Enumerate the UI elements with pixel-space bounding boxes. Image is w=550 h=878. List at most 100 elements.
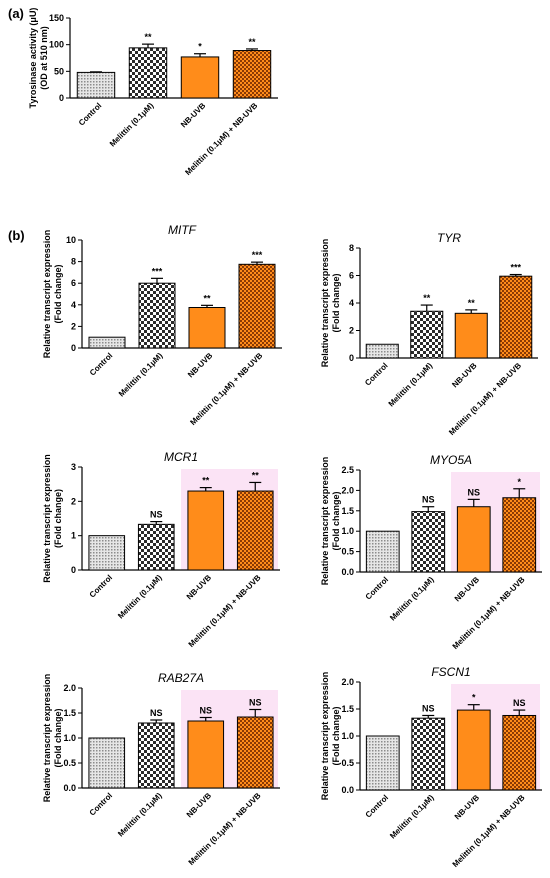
category-label: Melittin (0.1μM) + NB-UVB xyxy=(447,361,523,437)
category-label: Melittin (0.1μM) xyxy=(116,573,164,621)
y-tick-label: 6 xyxy=(349,271,354,281)
category-label: Melittin (0.1μM) xyxy=(388,793,436,841)
chart-title: TYR xyxy=(437,231,461,245)
bar-melittin-nbuvb xyxy=(502,497,537,573)
y-tick-label: 2.0 xyxy=(341,485,354,495)
y-tick-label: 0.0 xyxy=(63,783,76,793)
y-tick-label: 8 xyxy=(71,257,76,267)
bar-melittin xyxy=(411,511,446,573)
bar-melittin-nbuvb xyxy=(502,714,537,791)
y-axis-label: Relative transcript expression(Fold chan… xyxy=(42,674,63,803)
y-tick-label: 3 xyxy=(71,462,76,472)
category-label: NB-UVB xyxy=(185,573,214,602)
y-tick-label: 2.5 xyxy=(341,465,354,475)
category-label: NB-UVB xyxy=(186,351,215,380)
y-axis-label: Relative transcript expression(Fold chan… xyxy=(42,454,63,583)
category-label: Melittin (0.1μM) xyxy=(108,101,156,149)
y-tick-label: 1.5 xyxy=(341,506,354,516)
category-label: NB-UVB xyxy=(450,361,479,390)
category-label: Control xyxy=(77,101,103,127)
bar-melittin-nbuvb xyxy=(236,490,274,571)
chart-title: RAB27A xyxy=(158,671,204,685)
significance-label: NS xyxy=(150,708,163,718)
significance-label: ** xyxy=(203,293,211,303)
category-label: Control xyxy=(363,361,389,387)
y-tick-label: 100 xyxy=(49,40,64,50)
y-tick-label: 4 xyxy=(71,300,76,310)
bar-nbuvb xyxy=(188,307,226,349)
y-tick-label: 0.5 xyxy=(341,547,354,557)
significance-label: ** xyxy=(144,32,152,42)
y-tick-label: 1 xyxy=(71,531,76,541)
y-tick-label: 0.0 xyxy=(341,567,354,577)
y-tick-label: 1.5 xyxy=(63,708,76,718)
significance-label: ** xyxy=(468,298,476,308)
y-tick-label: 50 xyxy=(54,66,64,76)
bar-nbuvb xyxy=(456,709,491,791)
category-label: NB-UVB xyxy=(179,101,208,130)
significance-label: NS xyxy=(150,510,163,520)
y-tick-label: 2.0 xyxy=(63,683,76,693)
bar-melittin-nbuvb xyxy=(238,263,276,349)
y-axis-label: Relative transcript expression(Fold chan… xyxy=(320,457,341,586)
category-label: NB-UVB xyxy=(185,791,214,820)
y-tick-label: 0 xyxy=(59,93,64,103)
category-label: Melittin (0.1μM) xyxy=(388,575,436,623)
y-tick-label: 2 xyxy=(71,496,76,506)
category-label: Control xyxy=(364,793,390,819)
y-tick-label: 1.0 xyxy=(341,731,354,741)
significance-label: *** xyxy=(510,263,521,273)
bar-nbuvb xyxy=(456,506,491,573)
y-tick-label: 0 xyxy=(71,565,76,575)
category-label: Melittin (0.1μM) + NB-UVB xyxy=(451,793,527,869)
y-tick-label: 2 xyxy=(349,326,354,336)
category-label: Melittin (0.1μM) xyxy=(117,351,165,399)
category-label: Melittin (0.1μM) xyxy=(116,791,164,839)
bar-melittin xyxy=(128,47,168,99)
category-label: Control xyxy=(88,351,114,377)
y-tick-label: 0.5 xyxy=(341,758,354,768)
significance-label: NS xyxy=(467,487,480,497)
significance-label: *** xyxy=(152,266,163,276)
chart-title: MYO5A xyxy=(430,453,472,467)
chart-tyr: TYR 0 2 4 6 8 Relative transcript expression(F… xyxy=(320,231,538,437)
y-tick-label: 4 xyxy=(349,298,354,308)
bar-control xyxy=(365,735,400,791)
significance-label: ** xyxy=(423,293,431,303)
chart-title: MITF xyxy=(168,223,197,237)
bar-control xyxy=(88,336,126,349)
chart-title: MCR1 xyxy=(164,450,198,464)
category-label: NB-UVB xyxy=(453,793,482,822)
bar-melittin xyxy=(137,523,175,571)
y-tick-label: 0.5 xyxy=(63,758,76,768)
bar-control xyxy=(365,530,400,573)
significance-label: NS xyxy=(513,698,526,708)
y-tick-label: 1.5 xyxy=(341,704,354,714)
bar-melittin-nbuvb xyxy=(232,50,272,99)
bar-control xyxy=(88,535,126,571)
bar-nbuvb xyxy=(187,720,225,789)
significance-label: NS xyxy=(199,706,212,716)
y-tick-label: 1.0 xyxy=(63,733,76,743)
y-axis-label: Relative transcript expression(Fold chan… xyxy=(42,230,63,359)
y-axis-label: Relative transcript expression(Fold chan… xyxy=(320,672,341,801)
significance-label: NS xyxy=(249,698,262,708)
y-tick-label: 6 xyxy=(71,278,76,288)
significance-label: NS xyxy=(422,703,435,713)
significance-label: * xyxy=(198,42,202,52)
y-tick-label: 150 xyxy=(49,13,64,23)
panel-label-b: (b) xyxy=(8,228,25,243)
y-tick-label: 8 xyxy=(349,243,354,253)
category-label: Control xyxy=(88,791,114,817)
y-tick-label: 2 xyxy=(71,321,76,331)
significance-label: ** xyxy=(252,470,260,480)
bar-control xyxy=(88,737,126,789)
significance-label: ** xyxy=(202,476,210,486)
bar-melittin-nbuvb xyxy=(499,275,533,359)
category-label: Melittin (0.1μM) + NB-UVB xyxy=(451,575,527,651)
